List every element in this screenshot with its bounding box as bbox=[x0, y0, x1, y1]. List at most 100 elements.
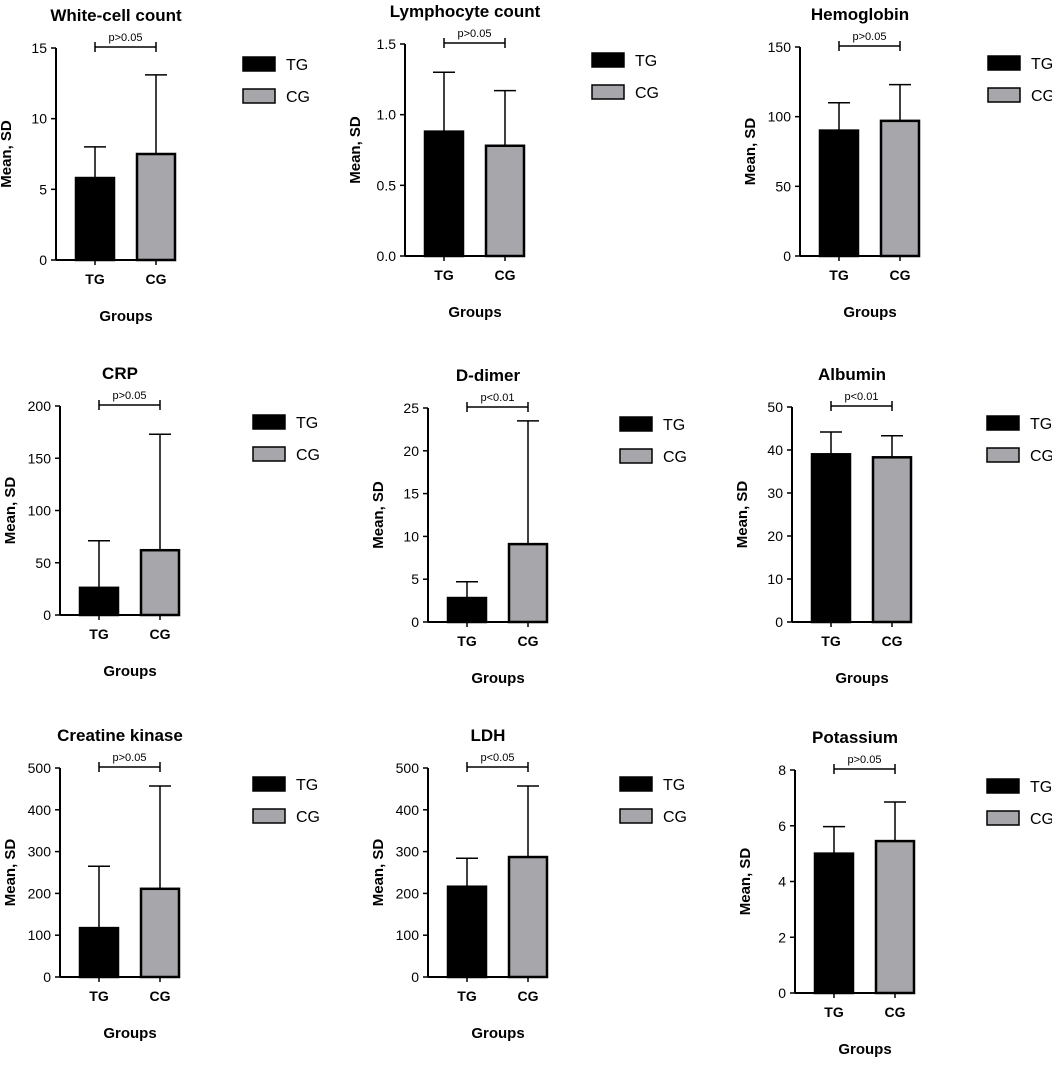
p-value-annotation: p<0.01 bbox=[845, 391, 879, 403]
x-axis-label: Groups bbox=[448, 304, 501, 321]
chart-panel: LDH 0 100 200 300 400 500 Mean, SD TG CG Groups p<0… bbox=[370, 726, 687, 1042]
y-axis-label: Mean, SD bbox=[2, 477, 19, 545]
p-value-annotation: p>0.05 bbox=[848, 754, 882, 766]
legend-swatch-cg bbox=[242, 88, 276, 104]
y-tick-label: 0 bbox=[783, 248, 791, 264]
y-tick-label: 5 bbox=[411, 571, 419, 587]
y-tick-label: 500 bbox=[28, 760, 52, 776]
y-tick-label: 4 bbox=[778, 874, 786, 890]
x-tick-label: TG bbox=[457, 988, 477, 1004]
legend-swatch-tg bbox=[252, 414, 286, 430]
legend-swatch-cg bbox=[619, 448, 653, 464]
y-tick-label: 40 bbox=[767, 442, 783, 458]
legend-label-cg: CG bbox=[1031, 88, 1052, 105]
legend-swatch-cg bbox=[591, 84, 625, 100]
y-axis-label: Mean, SD bbox=[737, 848, 754, 916]
x-tick-label: CG bbox=[518, 988, 539, 1004]
chart-panel: Albumin 0 10 20 30 40 50 Mean, SD TG CG Groups p<0.… bbox=[734, 365, 1052, 687]
y-axis-label: Mean, SD bbox=[347, 116, 364, 184]
y-tick-label: 1.0 bbox=[377, 107, 397, 123]
legend-label-cg: CG bbox=[1030, 448, 1052, 465]
chart-panel: Lymphocyte count 0.0 0.5 1.0 1.5 Mean, SD TG CG… bbox=[347, 2, 659, 321]
x-axis-label: Groups bbox=[471, 1025, 524, 1042]
chart-panel: CRP 0 50 100 150 200 Mean, SD TG CG Groups p>0.05 T… bbox=[2, 364, 320, 680]
y-tick-label: 0 bbox=[411, 969, 419, 985]
x-tick-label: CG bbox=[495, 267, 516, 283]
y-tick-label: 100 bbox=[28, 927, 52, 943]
legend-swatch-tg bbox=[619, 416, 653, 432]
x-tick-label: TG bbox=[824, 1004, 844, 1020]
legend-label-tg: TG bbox=[1030, 416, 1052, 433]
x-axis-label: Groups bbox=[99, 308, 152, 325]
legend-swatch-tg bbox=[252, 776, 286, 792]
x-tick-label: CG bbox=[890, 267, 911, 283]
legend-swatch-tg bbox=[987, 55, 1021, 71]
bar-tg bbox=[810, 453, 852, 624]
chart-panel: D-dimer 0 5 10 15 20 25 Mean, SD TG CG Groups p<0.0… bbox=[370, 366, 687, 687]
legend-label-tg: TG bbox=[663, 417, 685, 434]
chart-title: LDH bbox=[471, 726, 506, 745]
x-axis-label: Groups bbox=[103, 1025, 156, 1042]
y-tick-label: 15 bbox=[31, 40, 47, 56]
x-tick-label: TG bbox=[821, 633, 841, 649]
legend-label-tg: TG bbox=[1031, 56, 1052, 73]
bar-cg bbox=[484, 144, 526, 258]
chart-title: Albumin bbox=[818, 365, 886, 384]
x-axis-label: Groups bbox=[471, 670, 524, 687]
p-value-annotation: p>0.05 bbox=[458, 28, 492, 40]
legend-label-cg: CG bbox=[296, 447, 320, 464]
legend-label-tg: TG bbox=[286, 57, 308, 74]
legend-label-cg: CG bbox=[296, 809, 320, 826]
p-value-annotation: p>0.05 bbox=[113, 390, 147, 402]
p-value-annotation: p<0.01 bbox=[481, 392, 515, 404]
x-tick-label: CG bbox=[518, 633, 539, 649]
y-tick-label: 2 bbox=[778, 929, 786, 945]
y-tick-label: 200 bbox=[28, 885, 52, 901]
y-axis-label: Mean, SD bbox=[370, 481, 387, 549]
legend-label-tg: TG bbox=[663, 777, 685, 794]
chart-title: White-cell count bbox=[50, 6, 182, 25]
y-tick-label: 10 bbox=[31, 111, 47, 127]
y-tick-label: 8 bbox=[778, 762, 786, 778]
y-tick-label: 50 bbox=[775, 178, 791, 194]
y-tick-label: 6 bbox=[778, 818, 786, 834]
y-tick-label: 5 bbox=[39, 181, 47, 197]
chart-panel: Hemoglobin 0 50 100 150 Mean, SD TG CG Groups p>0… bbox=[742, 5, 1052, 321]
chart-panel: Potassium 0 2 4 6 8 Mean, SD TG CG Groups p>0.05 TG… bbox=[737, 728, 1052, 1058]
legend-swatch-tg bbox=[986, 778, 1020, 794]
y-tick-label: 0 bbox=[43, 969, 51, 985]
y-tick-label: 10 bbox=[767, 571, 783, 587]
y-tick-label: 10 bbox=[403, 528, 419, 544]
legend-swatch-cg bbox=[986, 810, 1020, 826]
y-tick-label: 300 bbox=[396, 844, 420, 860]
p-value-annotation: p>0.05 bbox=[113, 752, 147, 764]
y-tick-label: 400 bbox=[28, 802, 52, 818]
legend-label-tg: TG bbox=[296, 415, 318, 432]
bar-cg bbox=[139, 548, 181, 617]
x-tick-label: CG bbox=[150, 988, 171, 1004]
x-tick-label: CG bbox=[150, 626, 171, 642]
y-tick-label: 200 bbox=[396, 885, 420, 901]
y-axis-label: Mean, SD bbox=[370, 839, 387, 907]
legend-label-tg: TG bbox=[296, 777, 318, 794]
y-axis-label: Mean, SD bbox=[742, 118, 759, 186]
x-tick-label: TG bbox=[89, 988, 109, 1004]
x-tick-label: TG bbox=[85, 271, 105, 287]
y-tick-label: 25 bbox=[403, 400, 419, 416]
x-axis-label: Groups bbox=[103, 663, 156, 680]
legend-label-cg: CG bbox=[663, 809, 687, 826]
legend-label-cg: CG bbox=[635, 85, 659, 102]
x-axis-label: Groups bbox=[843, 304, 896, 321]
y-tick-label: 0 bbox=[411, 614, 419, 630]
p-value-annotation: p>0.05 bbox=[109, 32, 143, 44]
x-tick-label: TG bbox=[89, 626, 109, 642]
y-tick-label: 0 bbox=[775, 614, 783, 630]
bar-cg bbox=[874, 839, 916, 995]
legend-swatch-cg bbox=[619, 808, 653, 824]
bar-cg bbox=[507, 542, 549, 624]
bar-tg bbox=[423, 130, 465, 258]
bar-cg bbox=[139, 887, 181, 979]
bar-tg bbox=[74, 176, 116, 262]
